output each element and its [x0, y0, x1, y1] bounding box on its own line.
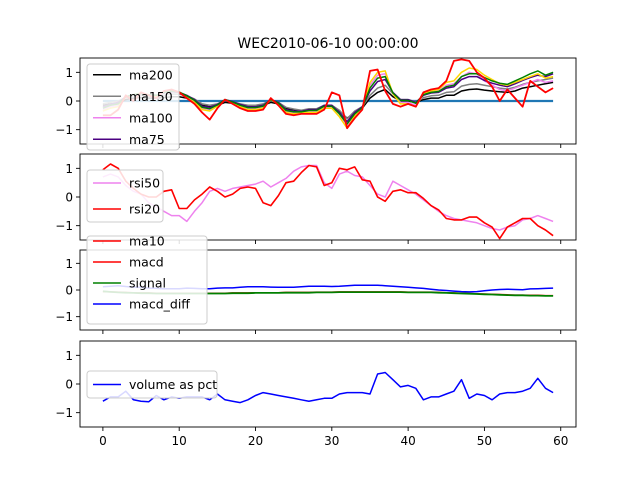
x-tick-label: 10 — [172, 434, 187, 448]
y-tick-label: −1 — [55, 123, 73, 137]
legend-label-rsi20: rsi20 — [129, 202, 160, 217]
x-tick-label: 60 — [553, 434, 568, 448]
subplot-rsi: −1 0 1 — [55, 153, 577, 244]
y-tick-label: 1 — [65, 66, 73, 80]
legend-box — [86, 370, 218, 399]
x-tick-label: 0 — [99, 434, 107, 448]
legend-label-macd: macd — [129, 255, 164, 270]
x-tick-label: 50 — [477, 434, 492, 448]
y-tick-label: 0 — [65, 378, 73, 392]
series-line-rsi20 — [102, 163, 554, 240]
x-tick-label: 30 — [324, 434, 339, 448]
legend-label-ma100: ma100 — [129, 110, 173, 125]
legend-label-ma150: ma150 — [129, 89, 173, 104]
x-tick-label: 20 — [248, 434, 263, 448]
legend-box — [86, 63, 180, 151]
macd-legend: ma10 macd signal macd_diff — [86, 234, 208, 325]
y-tick-label: 1 — [65, 257, 73, 271]
legend-label-signal: signal — [129, 276, 166, 291]
y-tick-label: 0 — [65, 191, 73, 205]
rsi-legend: rsi50 rsi20 — [86, 169, 164, 223]
legend-box — [86, 235, 208, 325]
y-tick-label: 1 — [65, 349, 73, 363]
y-tick-label: −1 — [55, 406, 73, 420]
series-line-rsi50 — [102, 164, 554, 231]
legend-label-ma75: ma75 — [129, 132, 165, 147]
y-tick-label: 0 — [65, 284, 73, 298]
y-tick-label: 0 — [65, 95, 73, 109]
subplot-macd: −1 0 1 — [55, 249, 577, 334]
chart-title: WEC2010-06-10 00:00:00 — [237, 36, 418, 52]
y-tick-label: 1 — [65, 162, 73, 176]
legend-label-rsi50: rsi50 — [129, 176, 160, 191]
volume-legend: volume as pct — [86, 370, 218, 399]
legend-label-ma10: ma10 — [129, 234, 165, 249]
ma-legend: ma200 ma150 ma100 ma75 — [86, 63, 180, 151]
legend-label-volume as pct: volume as pct — [129, 377, 217, 392]
legend-label-macd_diff: macd_diff — [129, 297, 190, 312]
y-tick-label: −1 — [55, 219, 73, 233]
rsi-series-group — [102, 163, 554, 240]
legend-label-ma200: ma200 — [129, 67, 173, 82]
x-tick-label: 40 — [400, 434, 415, 448]
y-tick-label: −1 — [55, 310, 73, 324]
